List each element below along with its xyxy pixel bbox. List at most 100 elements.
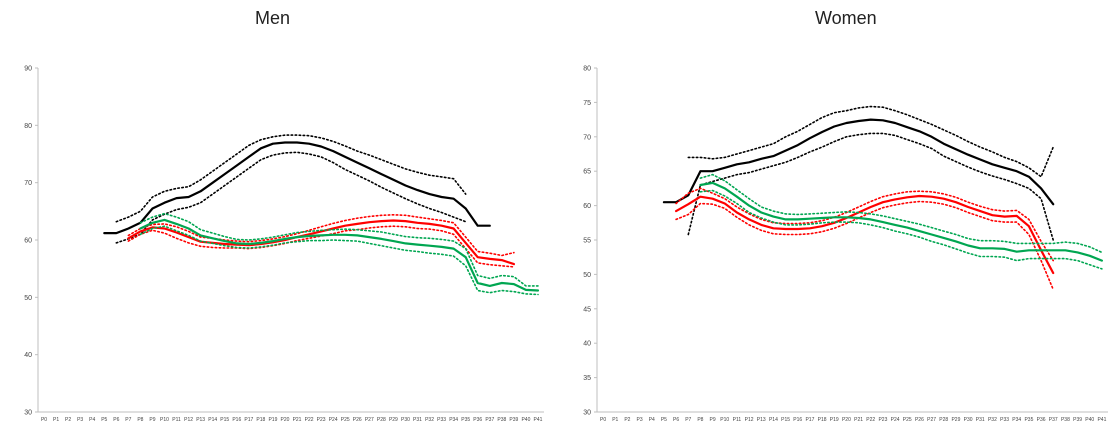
- women-series-line-1: [687, 105, 1054, 178]
- women-x-tick-label: P0: [600, 417, 606, 423]
- women-x-tick-label: P6: [673, 417, 679, 423]
- women-x-tick-label: P29: [951, 417, 960, 423]
- women-y-tick-label: 50: [583, 272, 591, 279]
- men-x-tick-label: P17: [244, 417, 253, 423]
- women-x-tick-label: P25: [903, 417, 912, 423]
- men-y-tick-label: 60: [24, 238, 32, 245]
- women-x-tick-label: P32: [988, 417, 997, 423]
- women-x-tick-label: P37: [1049, 417, 1058, 423]
- women-y-tick-label: 65: [583, 169, 591, 176]
- women-x-tick-label: P35: [1024, 417, 1033, 423]
- women-y-tick-label: 70: [583, 134, 591, 141]
- men-series-line-4: [127, 214, 515, 257]
- women-x-tick-label: P7: [685, 417, 691, 423]
- women-x-tick-label: P21: [854, 417, 863, 423]
- men-x-tick-label: P24: [329, 417, 338, 423]
- men-x-tick-label: P41: [534, 417, 543, 423]
- women-x-tick-label: P16: [793, 417, 802, 423]
- men-y-tick-label: 90: [24, 66, 32, 73]
- women-series-line-7: [699, 173, 1103, 254]
- men-x-tick-label: P8: [137, 417, 143, 423]
- men-y-tick-label: 50: [24, 295, 32, 302]
- women-y-tick-label: 45: [583, 306, 591, 313]
- men-x-tick-label: P3: [77, 417, 83, 423]
- men-x-tick-label: P13: [196, 417, 205, 423]
- women-x-tick-label: P34: [1012, 417, 1021, 423]
- women-x-tick-label: P39: [1073, 417, 1082, 423]
- women-x-tick-label: P23: [878, 417, 887, 423]
- men-x-tick-label: P20: [281, 417, 290, 423]
- women-x-tick-label: P30: [964, 417, 973, 423]
- women-x-tick-label: P4: [649, 417, 655, 423]
- women-x-tick-label: P19: [830, 417, 839, 423]
- men-x-tick-label: P14: [208, 417, 217, 423]
- chart-title-women: Women: [815, 8, 877, 28]
- men-x-tick-label: P1: [53, 417, 59, 423]
- men-x-tick-label: P2: [65, 417, 71, 423]
- women-x-tick-label: P27: [927, 417, 936, 423]
- men-x-tick-label: P27: [365, 417, 374, 423]
- women-y-tick-label: 75: [583, 100, 591, 107]
- men-x-tick-label: P29: [389, 417, 398, 423]
- men-x-tick-label: P31: [413, 417, 422, 423]
- men-x-tick-label: P10: [160, 417, 169, 423]
- women-x-tick-label: P14: [769, 417, 778, 423]
- men-x-tick-label: P26: [353, 417, 362, 423]
- women-x-tick-label: P26: [915, 417, 924, 423]
- men-series-line-5: [127, 225, 515, 268]
- women-x-tick-label: P17: [805, 417, 814, 423]
- chart-women: 30 35 40 45 50 55 60 65 70 75 80 P0 P1 P2 P3 P4 P5 P6 P7 P8…: [583, 66, 1108, 423]
- women-y-tick-label: 55: [583, 238, 591, 245]
- men-x-tick-label: P7: [125, 417, 131, 423]
- women-x-tick-label: P41: [1097, 417, 1106, 423]
- women-x-tick-label: P10: [720, 417, 729, 423]
- men-x-tick-label: P35: [461, 417, 470, 423]
- women-x-tick-label: P8: [697, 417, 703, 423]
- women-x-tick-label: P20: [842, 417, 851, 423]
- women-y-tick-label: 60: [583, 203, 591, 210]
- men-y-tick-label: 80: [24, 123, 32, 130]
- chart-men: 30 40 50 60 70 80 90 P0 P1 P2 P3 P4 P5 P6 P7 P8 P9 P10 P11…: [24, 66, 544, 423]
- men-x-tick-label: P33: [437, 417, 446, 423]
- men-x-tick-label: P6: [113, 417, 119, 423]
- women-series-line-5: [675, 200, 1054, 291]
- men-x-tick-label: P18: [256, 417, 265, 423]
- men-x-tick-label: P28: [377, 417, 386, 423]
- men-x-tick-label: P12: [184, 417, 193, 423]
- women-y-tick-label: 35: [583, 375, 591, 382]
- men-x-tick-label: P39: [509, 417, 518, 423]
- women-series-line-2: [687, 132, 1054, 241]
- women-series-line-0: [662, 118, 1055, 206]
- women-y-tick-label: 80: [583, 66, 591, 73]
- men-series-line-7: [139, 212, 539, 287]
- men-x-tick-label: P4: [89, 417, 95, 423]
- men-x-tick-label: P34: [449, 417, 458, 423]
- men-x-tick-label: P22: [305, 417, 314, 423]
- men-x-tick-label: P37: [485, 417, 494, 423]
- men-x-tick-label: P15: [220, 417, 229, 423]
- women-x-tick-label: P13: [757, 417, 766, 423]
- men-series-line-3: [127, 219, 515, 266]
- men-x-tick-label: P23: [317, 417, 326, 423]
- women-series-line-6: [699, 181, 1103, 262]
- men-x-tick-label: P36: [473, 417, 482, 423]
- men-x-tick-label: P11: [172, 417, 181, 423]
- women-series-line-3: [675, 194, 1055, 275]
- men-series-line-8: [139, 225, 539, 296]
- women-x-tick-label: P3: [637, 417, 643, 423]
- men-x-tick-label: P5: [101, 417, 107, 423]
- women-x-tick-label: P11: [733, 417, 742, 423]
- women-x-tick-label: P5: [661, 417, 667, 423]
- women-x-tick-label: P28: [939, 417, 948, 423]
- women-x-tick-label: P2: [624, 417, 630, 423]
- women-x-tick-label: P18: [818, 417, 827, 423]
- men-series-line-0: [103, 141, 491, 235]
- men-x-tick-label: P38: [497, 417, 506, 423]
- women-series-line-4: [675, 187, 1054, 262]
- women-series-line-8: [699, 189, 1103, 270]
- women-x-tick-label: P40: [1085, 417, 1094, 423]
- men-series-line-6: [139, 218, 540, 292]
- men-x-tick-label: P30: [401, 417, 410, 423]
- women-x-tick-label: P24: [891, 417, 900, 423]
- women-x-tick-label: P31: [976, 417, 985, 423]
